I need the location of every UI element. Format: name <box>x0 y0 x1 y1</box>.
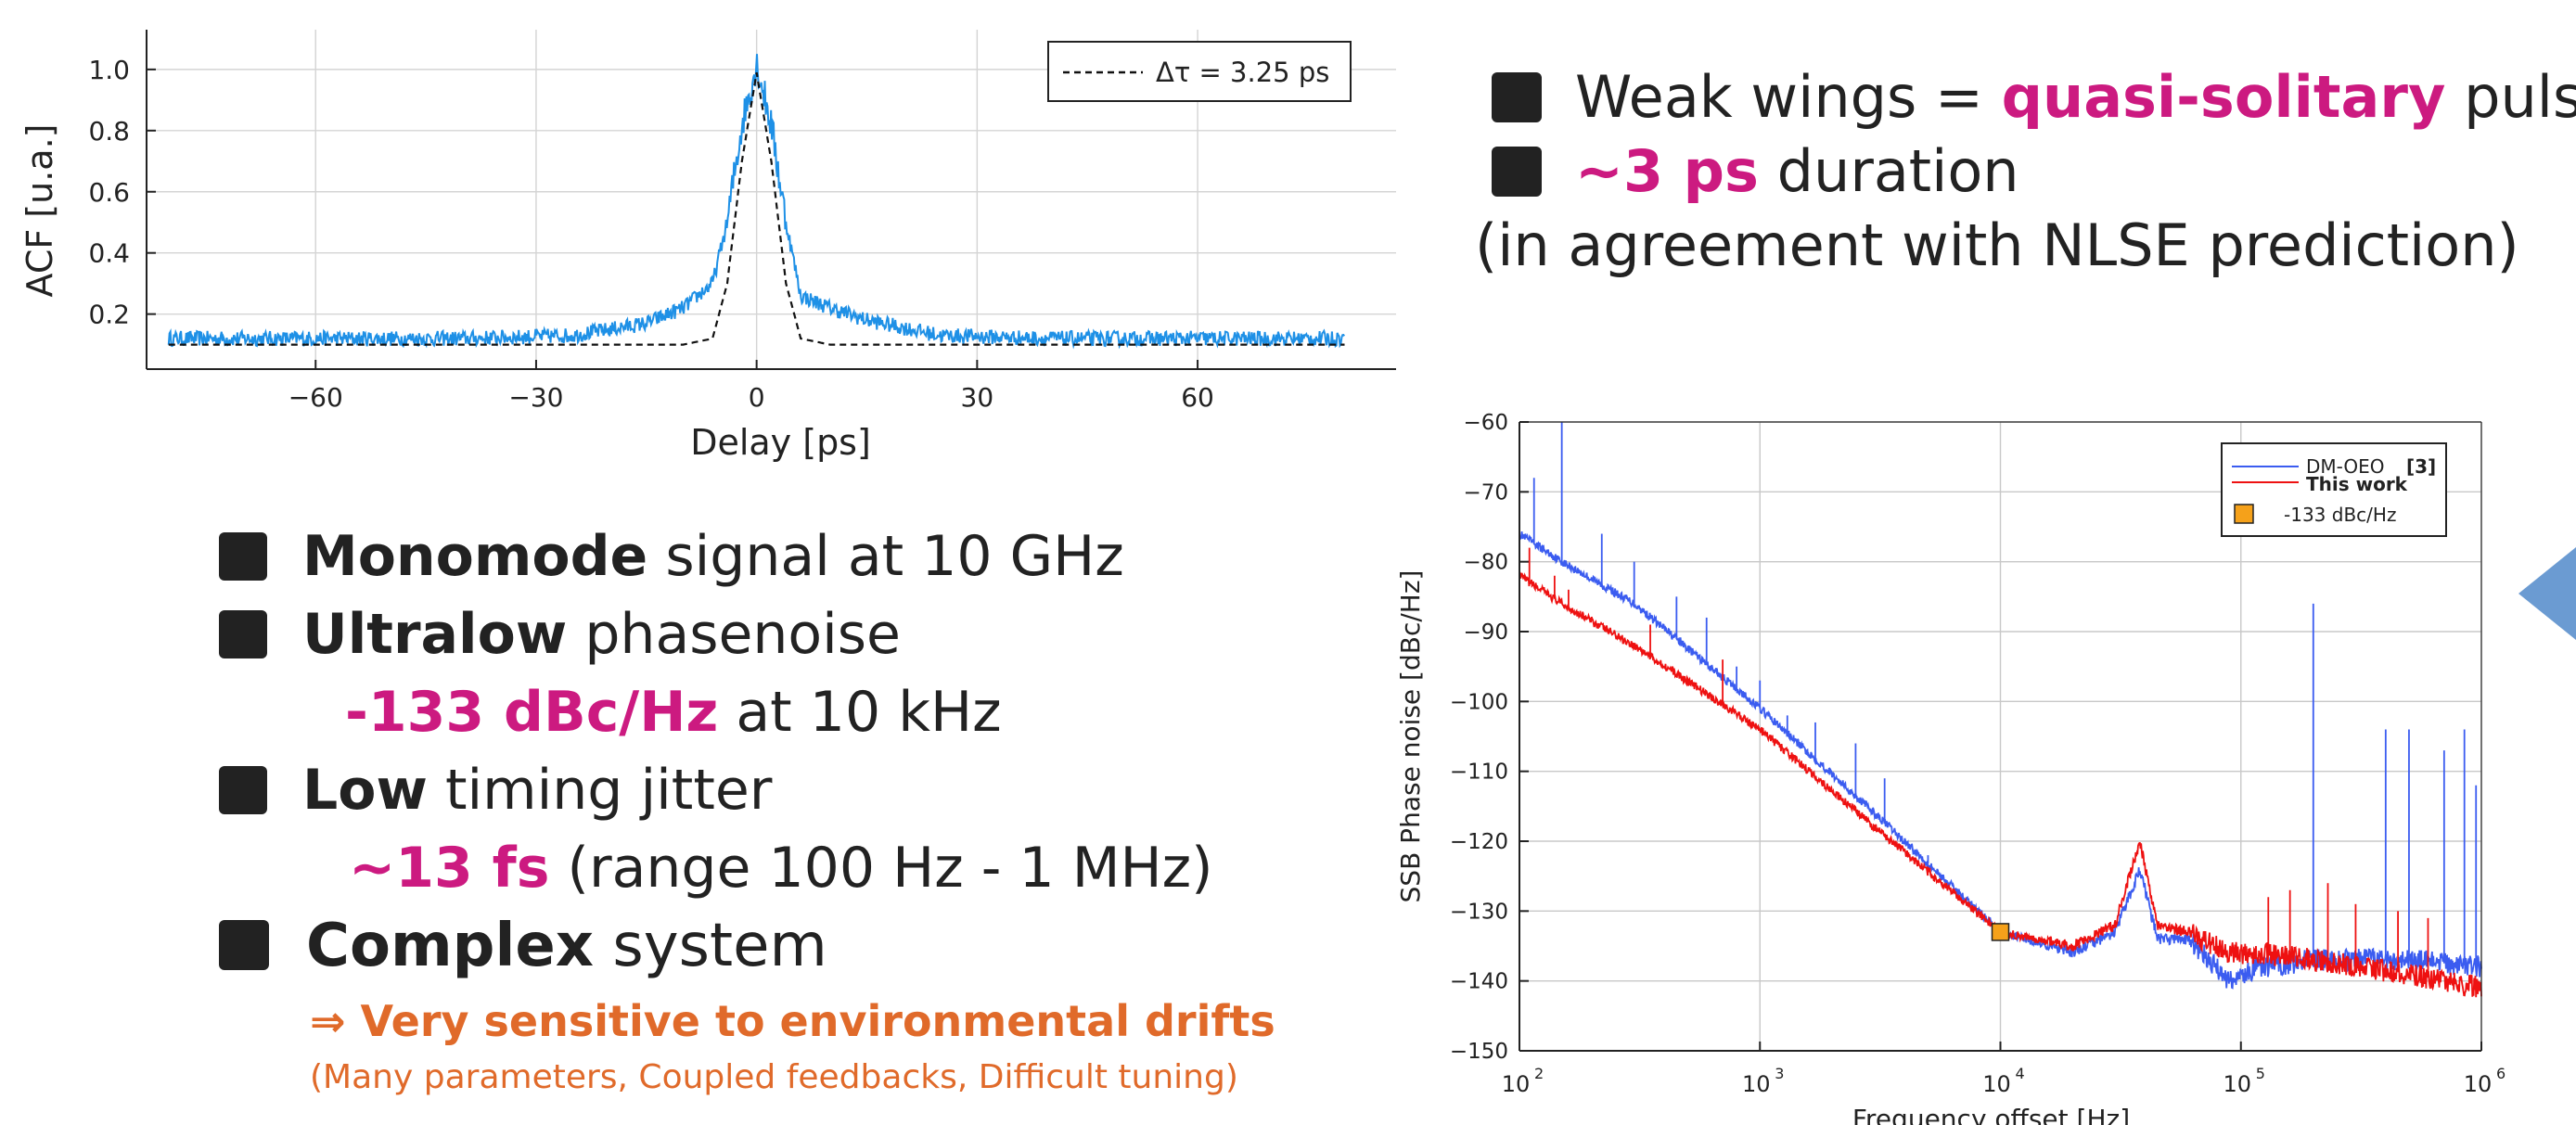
next-arrow-icon[interactable] <box>2518 547 2576 640</box>
acf-ytick-label: 0.8 <box>88 116 130 147</box>
pn-legend-label-marker: -133 dBc/Hz <box>2284 504 2396 526</box>
acf-chart: −60 −30 0 30 60 0.2 0.4 0.6 0.8 1.0 Delay [ps] ACF … <box>19 30 1396 463</box>
acf-ytick-label: 0.2 <box>88 300 130 330</box>
jitter-rest: timing jitter <box>427 758 773 823</box>
acf-ytick-label: 0.6 <box>88 177 130 208</box>
pn-xtick-exponent: 6 <box>2496 1065 2506 1082</box>
parameters-line: (Many parameters, Coupled feedbacks, Dif… <box>310 1058 1238 1096</box>
jitter-line: Low timing jitter <box>302 762 772 818</box>
phase-noise-chart: 10 2 10 3 10 4 10 5 10 6−60−70−80−90−100−110−120−… <box>1395 411 2506 1125</box>
pn-xtick-label: 10 <box>2223 1071 2251 1097</box>
jitter-value-line: ~13 fs (range 100 Hz - 1 MHz) <box>349 840 1213 896</box>
jitter-highlight: ~13 fs <box>349 836 550 901</box>
pn-xtick-exponent: 2 <box>1534 1065 1544 1082</box>
acf-xtick-label: −60 <box>288 382 343 413</box>
pn-ytick-label: −70 <box>1463 480 1508 505</box>
bullet-icon <box>1492 72 1542 122</box>
monomode-line: Monomode signal at 10 GHz <box>302 529 1124 584</box>
acf-xtick-label: 0 <box>749 382 765 413</box>
duration-line: ~3 ps duration <box>1575 143 2019 200</box>
bullet-icon <box>219 766 267 814</box>
pn-ytick-label: −140 <box>1450 970 1508 994</box>
bullet-icon <box>1492 147 1542 197</box>
pn-ytick-label: −80 <box>1463 551 1508 575</box>
pn-xtick-label: 10 <box>1502 1071 1531 1097</box>
pn-ytick-label: −110 <box>1450 761 1508 785</box>
jitter-range: (range 100 Hz - 1 MHz) <box>549 836 1213 901</box>
ultralow-rest: phasenoise <box>567 602 901 667</box>
wings-text: Weak wings = <box>1575 63 2002 131</box>
pn-marker-point <box>1991 923 2010 941</box>
duration-text: duration <box>1758 137 2019 205</box>
phasenoise-rest: at 10 kHz <box>718 680 1002 745</box>
pn-ylabel: SSB Phase noise [dBc/Hz] <box>1395 570 1426 903</box>
acf-fit-series <box>168 72 1345 346</box>
pn-xlabel: Frequency offset [Hz] <box>1852 1104 2130 1125</box>
complex-bold: Complex <box>306 912 595 980</box>
pn-xtick-label: 10 <box>2464 1071 2493 1097</box>
pn-xtick-exponent: 3 <box>1775 1065 1784 1082</box>
monomode-rest: signal at 10 GHz <box>647 524 1124 589</box>
bullet-icon <box>219 920 269 970</box>
wings-line: Weak wings = quasi-solitary pulse <box>1575 69 2576 126</box>
ultralow-bold: Ultralow <box>302 602 568 667</box>
pn-legend-swatch-marker <box>2234 504 2254 524</box>
bullet-icon <box>219 532 267 581</box>
acf-ytick-label: 0.4 <box>88 238 130 269</box>
pn-ytick-label: −100 <box>1450 690 1508 714</box>
ultralow-line: Ultralow phasenoise <box>302 607 901 662</box>
sensitive-line: ⇒ Very sensitive to environmental drifts <box>310 996 1275 1046</box>
pn-legend-label-dmoeo: DM-OEO <box>2306 455 2385 478</box>
pn-legend-box <box>2221 442 2447 537</box>
pn-xtick-label: 10 <box>1742 1071 1771 1097</box>
acf-xtick-label: 30 <box>961 382 994 413</box>
phasenoise-highlight: -133 dBc/Hz <box>345 680 719 745</box>
acf-xlabel: Delay [ps] <box>690 422 871 463</box>
acf-ytick-label: 1.0 <box>88 55 130 85</box>
pulse-text: pulse <box>2464 63 2576 131</box>
pn-ytick-label: −90 <box>1463 620 1508 645</box>
pn-ytick-label: −150 <box>1450 1040 1508 1064</box>
acf-xtick-label: −30 <box>508 382 563 413</box>
acf-xtick-label: 60 <box>1181 382 1214 413</box>
pn-xtick-exponent: 5 <box>2256 1065 2265 1082</box>
nlse-line: (in agreement with NLSE prediction) <box>1475 211 2519 279</box>
bullet-icon <box>219 610 267 658</box>
quasi-solitary-highlight: quasi-solitary <box>2001 63 2446 131</box>
pn-xtick-label: 10 <box>1982 1071 2011 1097</box>
acf-legend-label: Δτ = 3.25 ps <box>1156 57 1329 88</box>
jitter-bold: Low <box>302 758 428 823</box>
duration-highlight: ~3 ps <box>1575 137 1759 205</box>
pn-ytick-label: −60 <box>1463 411 1508 435</box>
pn-ytick-label: −130 <box>1450 900 1508 924</box>
acf-ylabel: ACF [u.a.] <box>19 124 60 298</box>
pn-legend-ref: [3] <box>2406 455 2436 478</box>
monomode-bold: Monomode <box>302 524 648 589</box>
complex-line: Complex system <box>306 916 827 976</box>
complex-rest: system <box>594 912 827 980</box>
phasenoise-value-line: -133 dBc/Hz at 10 kHz <box>345 684 1002 740</box>
pn-xtick-exponent: 4 <box>2016 1065 2025 1082</box>
acf-measured-series <box>167 54 1345 350</box>
pn-legend-label-thiswork: This work <box>2306 473 2408 495</box>
pn-ytick-label: −120 <box>1450 830 1508 854</box>
